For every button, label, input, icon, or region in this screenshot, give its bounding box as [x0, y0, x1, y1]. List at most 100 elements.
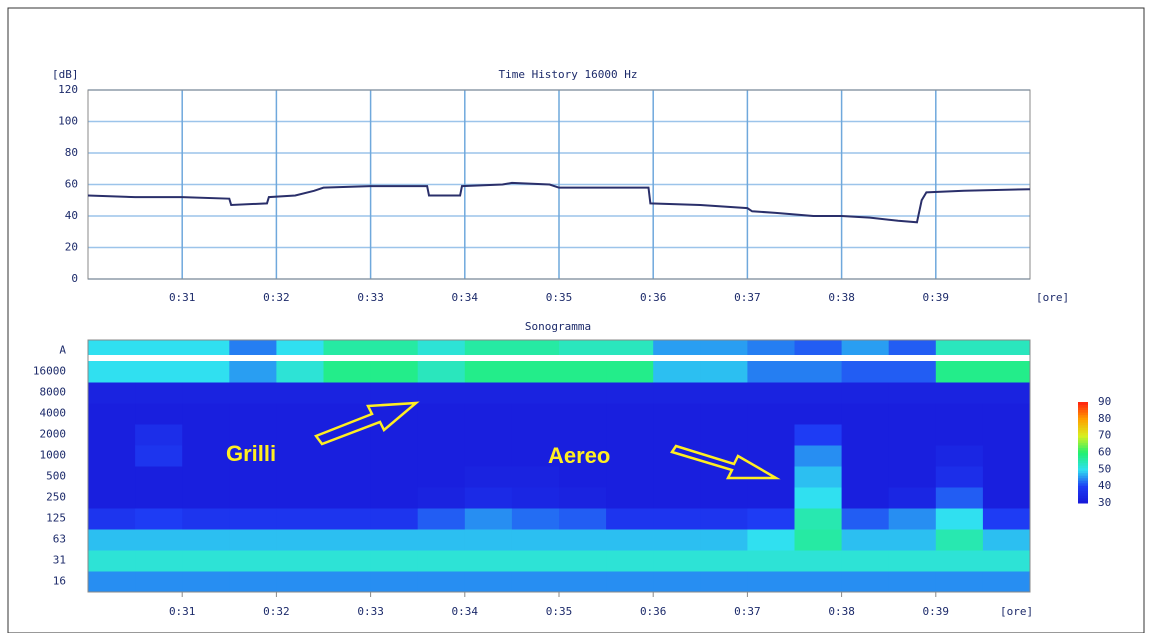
cell: [418, 403, 466, 425]
y-tick-label: 2000: [40, 428, 67, 441]
cell: [465, 508, 513, 530]
cell: [465, 382, 513, 404]
cell: [229, 571, 277, 593]
cell: [135, 529, 183, 551]
x-axis-label: [ore]: [1000, 605, 1033, 618]
y-tick-label: 0: [71, 272, 78, 285]
cell: [936, 550, 984, 572]
cell: [418, 340, 466, 355]
cell: [229, 508, 277, 530]
cell: [842, 466, 890, 488]
cell: [747, 571, 795, 593]
cell: [795, 403, 843, 425]
annotation: Aereo: [548, 443, 610, 468]
cell: [229, 340, 277, 355]
cell: [229, 361, 277, 383]
cell: [747, 445, 795, 467]
cell: [559, 466, 607, 488]
cell: [182, 487, 230, 509]
cell: [747, 403, 795, 425]
cell: [747, 487, 795, 509]
cell: [88, 340, 136, 355]
x-tick-label: 0:38: [828, 605, 855, 618]
x-axis-label: [ore]: [1036, 291, 1069, 304]
cell: [653, 508, 701, 530]
cell: [512, 571, 560, 593]
cell: [559, 508, 607, 530]
cell: [324, 529, 372, 551]
cell: [135, 445, 183, 467]
cell: [135, 550, 183, 572]
cell: [842, 487, 890, 509]
cell: [559, 340, 607, 355]
cell: [88, 571, 136, 593]
cell: [559, 529, 607, 551]
cell: [889, 382, 937, 404]
cell: [559, 361, 607, 383]
x-tick-label: 0:33: [357, 605, 384, 618]
cell: [795, 424, 843, 446]
cell: [889, 508, 937, 530]
cell: [936, 508, 984, 530]
cell: [135, 382, 183, 404]
cell: [606, 550, 654, 572]
cell: [465, 361, 513, 383]
cell: [229, 487, 277, 509]
cell: [795, 550, 843, 572]
cell: [371, 445, 419, 467]
cell: [606, 382, 654, 404]
cell: [606, 508, 654, 530]
colorbar-step: [1078, 402, 1088, 405]
cell: [983, 571, 1031, 593]
y-tick-label: 250: [46, 491, 66, 504]
cell: [512, 403, 560, 425]
cell: [795, 445, 843, 467]
colorbar-label: 60: [1098, 446, 1111, 459]
colorbar-label: 50: [1098, 462, 1111, 475]
cell: [606, 571, 654, 593]
cell: [606, 361, 654, 383]
cell: [842, 403, 890, 425]
cell: [606, 340, 654, 355]
cell: [324, 361, 372, 383]
cell: [889, 571, 937, 593]
cell: [795, 340, 843, 355]
cell: [418, 529, 466, 551]
cell: [795, 382, 843, 404]
cell: [88, 361, 136, 383]
cell: [842, 382, 890, 404]
y-tick-label: 500: [46, 470, 66, 483]
cell: [653, 571, 701, 593]
cell: [182, 550, 230, 572]
cell: [559, 550, 607, 572]
cell: [371, 529, 419, 551]
cell: [606, 445, 654, 467]
x-tick-label: 0:39: [923, 605, 950, 618]
cell: [465, 466, 513, 488]
cell: [371, 340, 419, 355]
x-tick-label: 0:35: [546, 291, 573, 304]
cell: [700, 529, 748, 551]
colorbar-label: 30: [1098, 496, 1111, 509]
cell: [512, 508, 560, 530]
cell: [700, 550, 748, 572]
cell: [465, 340, 513, 355]
cell: [465, 529, 513, 551]
cell: [88, 403, 136, 425]
cell: [983, 550, 1031, 572]
x-tick-label: 0:33: [357, 291, 384, 304]
cell: [559, 382, 607, 404]
cell: [842, 340, 890, 355]
screenshot: [dB] Time History 16000 Hz [ore] Sonogra…: [0, 0, 1152, 633]
cell: [371, 424, 419, 446]
cell: [276, 529, 324, 551]
cell: [747, 508, 795, 530]
cell: [135, 361, 183, 383]
cell: [324, 382, 372, 404]
cell: [700, 508, 748, 530]
cell: [983, 508, 1031, 530]
cell: [418, 487, 466, 509]
cell: [606, 529, 654, 551]
cell: [842, 571, 890, 593]
cell: [276, 382, 324, 404]
